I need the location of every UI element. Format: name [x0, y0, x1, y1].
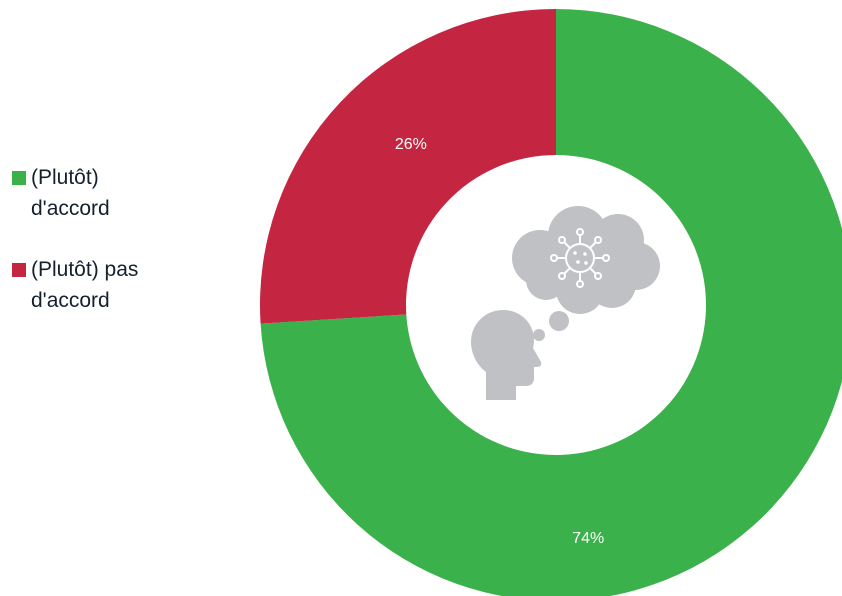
donut-slices: [260, 9, 842, 596]
donut-slice-disagree: [260, 9, 556, 324]
legend-item-agree: (Plutôt) d'accord: [12, 162, 212, 224]
chart-legend: (Plutôt) d'accord (Plutôt) pas d'accord: [12, 162, 212, 346]
legend-item-disagree: (Plutôt) pas d'accord: [12, 254, 212, 316]
data-label-agree: 74%: [572, 530, 604, 547]
data-label-disagree: 26%: [395, 136, 427, 153]
head-silhouette-icon: [471, 310, 542, 400]
legend-label-disagree-line-2: d'accord: [31, 289, 110, 312]
legend-swatch-agree: [12, 171, 26, 185]
person-thinking-virus-icon: [471, 206, 660, 400]
legend-swatch-disagree: [12, 263, 26, 277]
donut-data-labels: 74% 26%: [395, 136, 604, 547]
legend-label-disagree: (Plutôt) pas d'accord: [31, 254, 138, 316]
virus-dots: [573, 251, 588, 265]
thought-cloud-icon: [512, 206, 660, 341]
donut-slice-agree: [260, 9, 842, 596]
legend-label-agree-line-2: d'accord: [31, 197, 110, 220]
legend-label-agree-line-1: (Plutôt): [31, 166, 99, 189]
virus-icon: [550, 228, 610, 288]
legend-label-disagree-line-1: (Plutôt) pas: [31, 258, 139, 281]
legend-label-agree: (Plutôt) d'accord: [31, 162, 110, 224]
